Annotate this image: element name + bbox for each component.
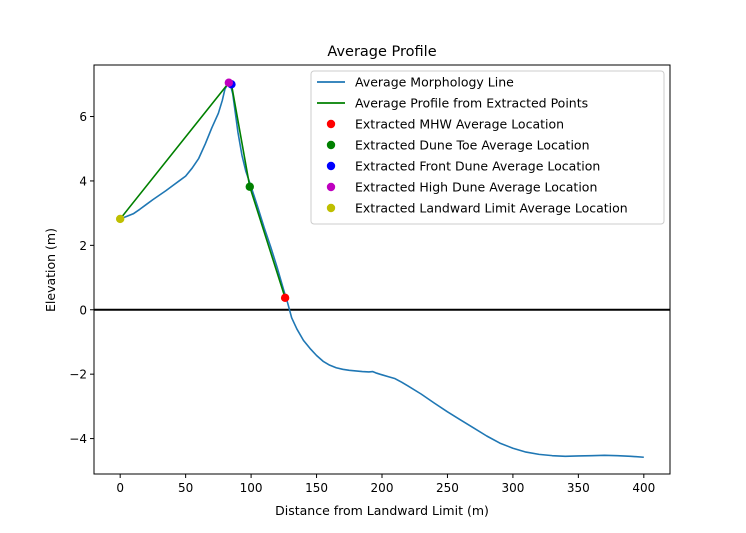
legend-label: Extracted Landward Limit Average Locatio… [355, 201, 628, 216]
legend: Average Morphology Line Average Profile f… [310, 70, 665, 225]
x-tick-label: 400 [632, 481, 655, 495]
y-axis-label: Elevation (m) [43, 228, 58, 312]
legend-point-marker [326, 140, 336, 150]
series-point-2 [280, 293, 290, 303]
series-point-5 [224, 78, 234, 87]
series-line-1 [119, 81, 286, 299]
legend-label: Average Profile from Extracted Points [355, 96, 588, 111]
legend-label: Extracted Dune Toe Average Location [355, 138, 590, 153]
legend-point-marker [326, 203, 336, 213]
y-tick-label: 6 [79, 110, 87, 124]
x-tick-label: 100 [240, 481, 263, 495]
legend-label: Extracted Front Dune Average Location [355, 159, 600, 174]
legend-label: Extracted MHW Average Location [355, 117, 564, 132]
y-tick-label: −4 [69, 432, 87, 446]
legend-box [310, 70, 665, 225]
x-tick-label: 0 [116, 481, 124, 495]
chart-title: Average Profile [327, 44, 436, 60]
x-axis-label: Distance from Landward Limit (m) [275, 503, 489, 518]
x-tick-label: 200 [371, 481, 394, 495]
series-line-0 [119, 82, 644, 459]
legend-label: Average Morphology Line [355, 75, 514, 90]
x-tick-label: 250 [436, 481, 459, 495]
x-tick-label: 150 [305, 481, 328, 495]
x-tick-label: 50 [178, 481, 193, 495]
y-tick-label: 4 [79, 174, 87, 188]
y-tick-label: 2 [79, 239, 87, 253]
legend-point-marker [326, 161, 336, 171]
legend-point-marker [326, 119, 336, 129]
legend-point-marker [326, 182, 336, 192]
series-point-6 [115, 214, 125, 224]
legend-label: Extracted High Dune Average Location [355, 180, 597, 195]
y-tick-label: −2 [69, 368, 87, 382]
x-tick-label: 300 [501, 481, 524, 495]
x-tick-label: 350 [567, 481, 590, 495]
y-tick-label: 0 [79, 303, 87, 317]
series-point-3 [245, 182, 254, 191]
